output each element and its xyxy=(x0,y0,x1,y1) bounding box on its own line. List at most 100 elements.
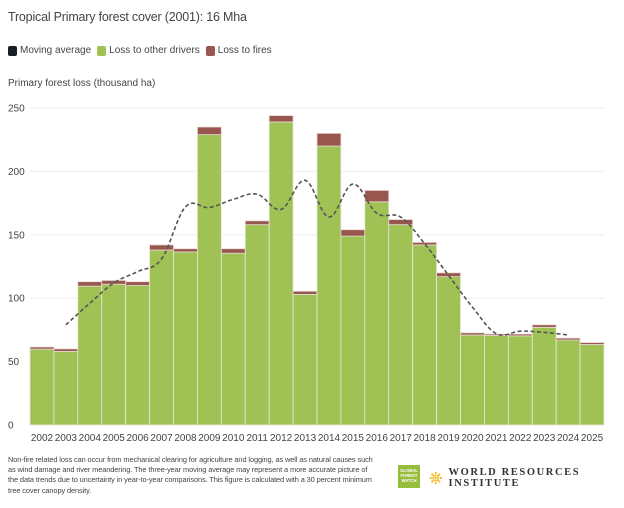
x-tick-label: 2009 xyxy=(198,433,221,444)
bar-other-drivers[interactable] xyxy=(531,326,557,426)
legend-item-moving-average[interactable]: Moving average xyxy=(8,45,91,56)
wri-sunburst-icon xyxy=(429,471,442,485)
bar-fires[interactable] xyxy=(340,229,366,237)
bar-other-drivers[interactable] xyxy=(507,335,533,426)
bar-other-drivers[interactable] xyxy=(292,293,318,426)
bar-fires[interactable] xyxy=(388,219,414,226)
x-tick-label: 2008 xyxy=(174,433,197,444)
x-tick-label: 2010 xyxy=(222,433,245,444)
bar-other-drivers[interactable] xyxy=(316,145,342,426)
x-tick-label: 2025 xyxy=(581,433,604,444)
gfw-logo-line: FOREST xyxy=(400,473,418,479)
footnote: Non-fire related loss can occur from mec… xyxy=(8,455,373,495)
y-tick-label: 200 xyxy=(8,167,25,178)
bar-other-drivers[interactable] xyxy=(579,344,605,426)
bar-fires[interactable] xyxy=(460,332,485,336)
bar-fires[interactable] xyxy=(364,190,390,203)
y-axis-ticks: 0 50 100 150 200 250 xyxy=(8,104,25,432)
bar-other-drivers[interactable] xyxy=(149,249,174,426)
chart-title: Tropical Primary forest cover (2001): 16… xyxy=(8,10,247,24)
bar-other-drivers[interactable] xyxy=(197,134,222,426)
legend-swatch-moving-average xyxy=(8,45,17,56)
y-tick-label: 50 xyxy=(8,357,20,368)
wri-logo-text: WORLD RESOURCES INSTITUTE xyxy=(448,467,581,489)
x-tick-label: 2004 xyxy=(79,433,102,444)
x-tick-label: 2015 xyxy=(342,433,365,444)
gfw-logo-line: GLOBAL xyxy=(400,468,418,473)
bar-fires[interactable] xyxy=(173,248,198,253)
moving-average-path[interactable] xyxy=(65,179,569,336)
y-tick-label: 100 xyxy=(8,294,25,305)
legend-item-loss-fires[interactable]: Loss to fires xyxy=(205,45,272,56)
bar-fires[interactable] xyxy=(220,248,246,254)
x-tick-label: 2017 xyxy=(390,433,413,444)
bar-fires[interactable] xyxy=(197,126,222,136)
x-tick-label: 2003 xyxy=(55,433,78,444)
bar-other-drivers[interactable] xyxy=(436,276,461,426)
x-tick-label: 2024 xyxy=(557,433,580,444)
bar-other-drivers[interactable] xyxy=(268,121,294,426)
bar-fires[interactable] xyxy=(436,272,461,278)
legend-item-loss-other-drivers[interactable]: Loss to other drivers xyxy=(97,45,200,56)
bar-other-drivers[interactable] xyxy=(125,285,150,426)
legend-label: Loss to other drivers xyxy=(109,45,200,56)
bar-other-drivers[interactable] xyxy=(484,335,509,426)
wri-logo: WORLD RESOURCES INSTITUTE xyxy=(429,467,624,489)
bars xyxy=(29,115,605,426)
bar-fires[interactable] xyxy=(125,281,150,286)
bar-other-drivers[interactable] xyxy=(460,334,485,426)
y-tick-label: 150 xyxy=(8,230,25,241)
bar-fires[interactable] xyxy=(555,337,581,341)
bar-fires[interactable] xyxy=(268,115,294,123)
x-tick-label: 2018 xyxy=(414,433,437,444)
bar-other-drivers[interactable] xyxy=(364,201,390,426)
x-tick-label: 2012 xyxy=(270,433,293,444)
x-axis-ticks: 2002 2003 2004 2005 2006 2007 2008 2009 2010 2011… xyxy=(31,433,604,444)
bar-fires[interactable] xyxy=(29,346,55,350)
x-tick-label: 2002 xyxy=(31,433,54,444)
bar-fires[interactable] xyxy=(579,342,605,345)
y-axis-label: Primary forest loss (thousand ha) xyxy=(8,78,156,89)
x-tick-label: 2021 xyxy=(485,433,508,444)
x-tick-label: 2023 xyxy=(533,433,556,444)
y-tick-label: 0 xyxy=(8,421,14,432)
bar-other-drivers[interactable] xyxy=(412,244,437,426)
gfw-logo-line: WATCH xyxy=(401,478,417,484)
bar-chart: 0 50 100 150 200 250 2002 2003 2004 2005 2006 2007… xyxy=(8,104,605,444)
bar-other-drivers[interactable] xyxy=(388,224,414,426)
x-tick-label: 2007 xyxy=(150,433,173,444)
bar-fires[interactable] xyxy=(53,348,79,352)
bar-fires[interactable] xyxy=(292,290,318,295)
bar-other-drivers[interactable] xyxy=(244,224,270,426)
bar-other-drivers[interactable] xyxy=(53,351,79,426)
x-tick-label: 2016 xyxy=(366,433,389,444)
bar-fires[interactable] xyxy=(244,220,270,226)
moving-average-line xyxy=(65,179,569,336)
bar-other-drivers[interactable] xyxy=(101,283,127,426)
bar-other-drivers[interactable] xyxy=(340,235,366,426)
x-tick-label: 2014 xyxy=(318,433,341,444)
bar-fires[interactable] xyxy=(412,242,437,246)
bar-other-drivers[interactable] xyxy=(173,251,198,426)
bar-fires[interactable] xyxy=(531,324,557,328)
bar-fires[interactable] xyxy=(507,333,533,337)
bar-other-drivers[interactable] xyxy=(77,285,103,426)
x-tick-label: 2019 xyxy=(437,433,460,444)
bar-other-drivers[interactable] xyxy=(29,348,55,426)
bar-fires[interactable] xyxy=(149,244,174,251)
global-forest-watch-logo: GLOBAL FOREST WATCH xyxy=(398,465,420,488)
x-tick-label: 2006 xyxy=(127,433,150,444)
bar-other-drivers[interactable] xyxy=(555,339,581,426)
bar-fires[interactable] xyxy=(77,281,103,287)
legend-swatch-loss-fires xyxy=(205,45,215,56)
bar-other-drivers[interactable] xyxy=(220,252,246,426)
bar-fires[interactable] xyxy=(316,132,342,147)
x-tick-label: 2020 xyxy=(461,433,484,444)
legend: Moving average Loss to other drivers Los… xyxy=(8,45,278,56)
bar-fires[interactable] xyxy=(101,280,127,285)
x-tick-label: 2013 xyxy=(294,433,317,444)
x-tick-label: 2011 xyxy=(246,433,268,444)
y-tick-label: 250 xyxy=(8,104,25,115)
legend-swatch-loss-other-drivers xyxy=(97,45,107,56)
x-tick-label: 2005 xyxy=(103,433,126,444)
